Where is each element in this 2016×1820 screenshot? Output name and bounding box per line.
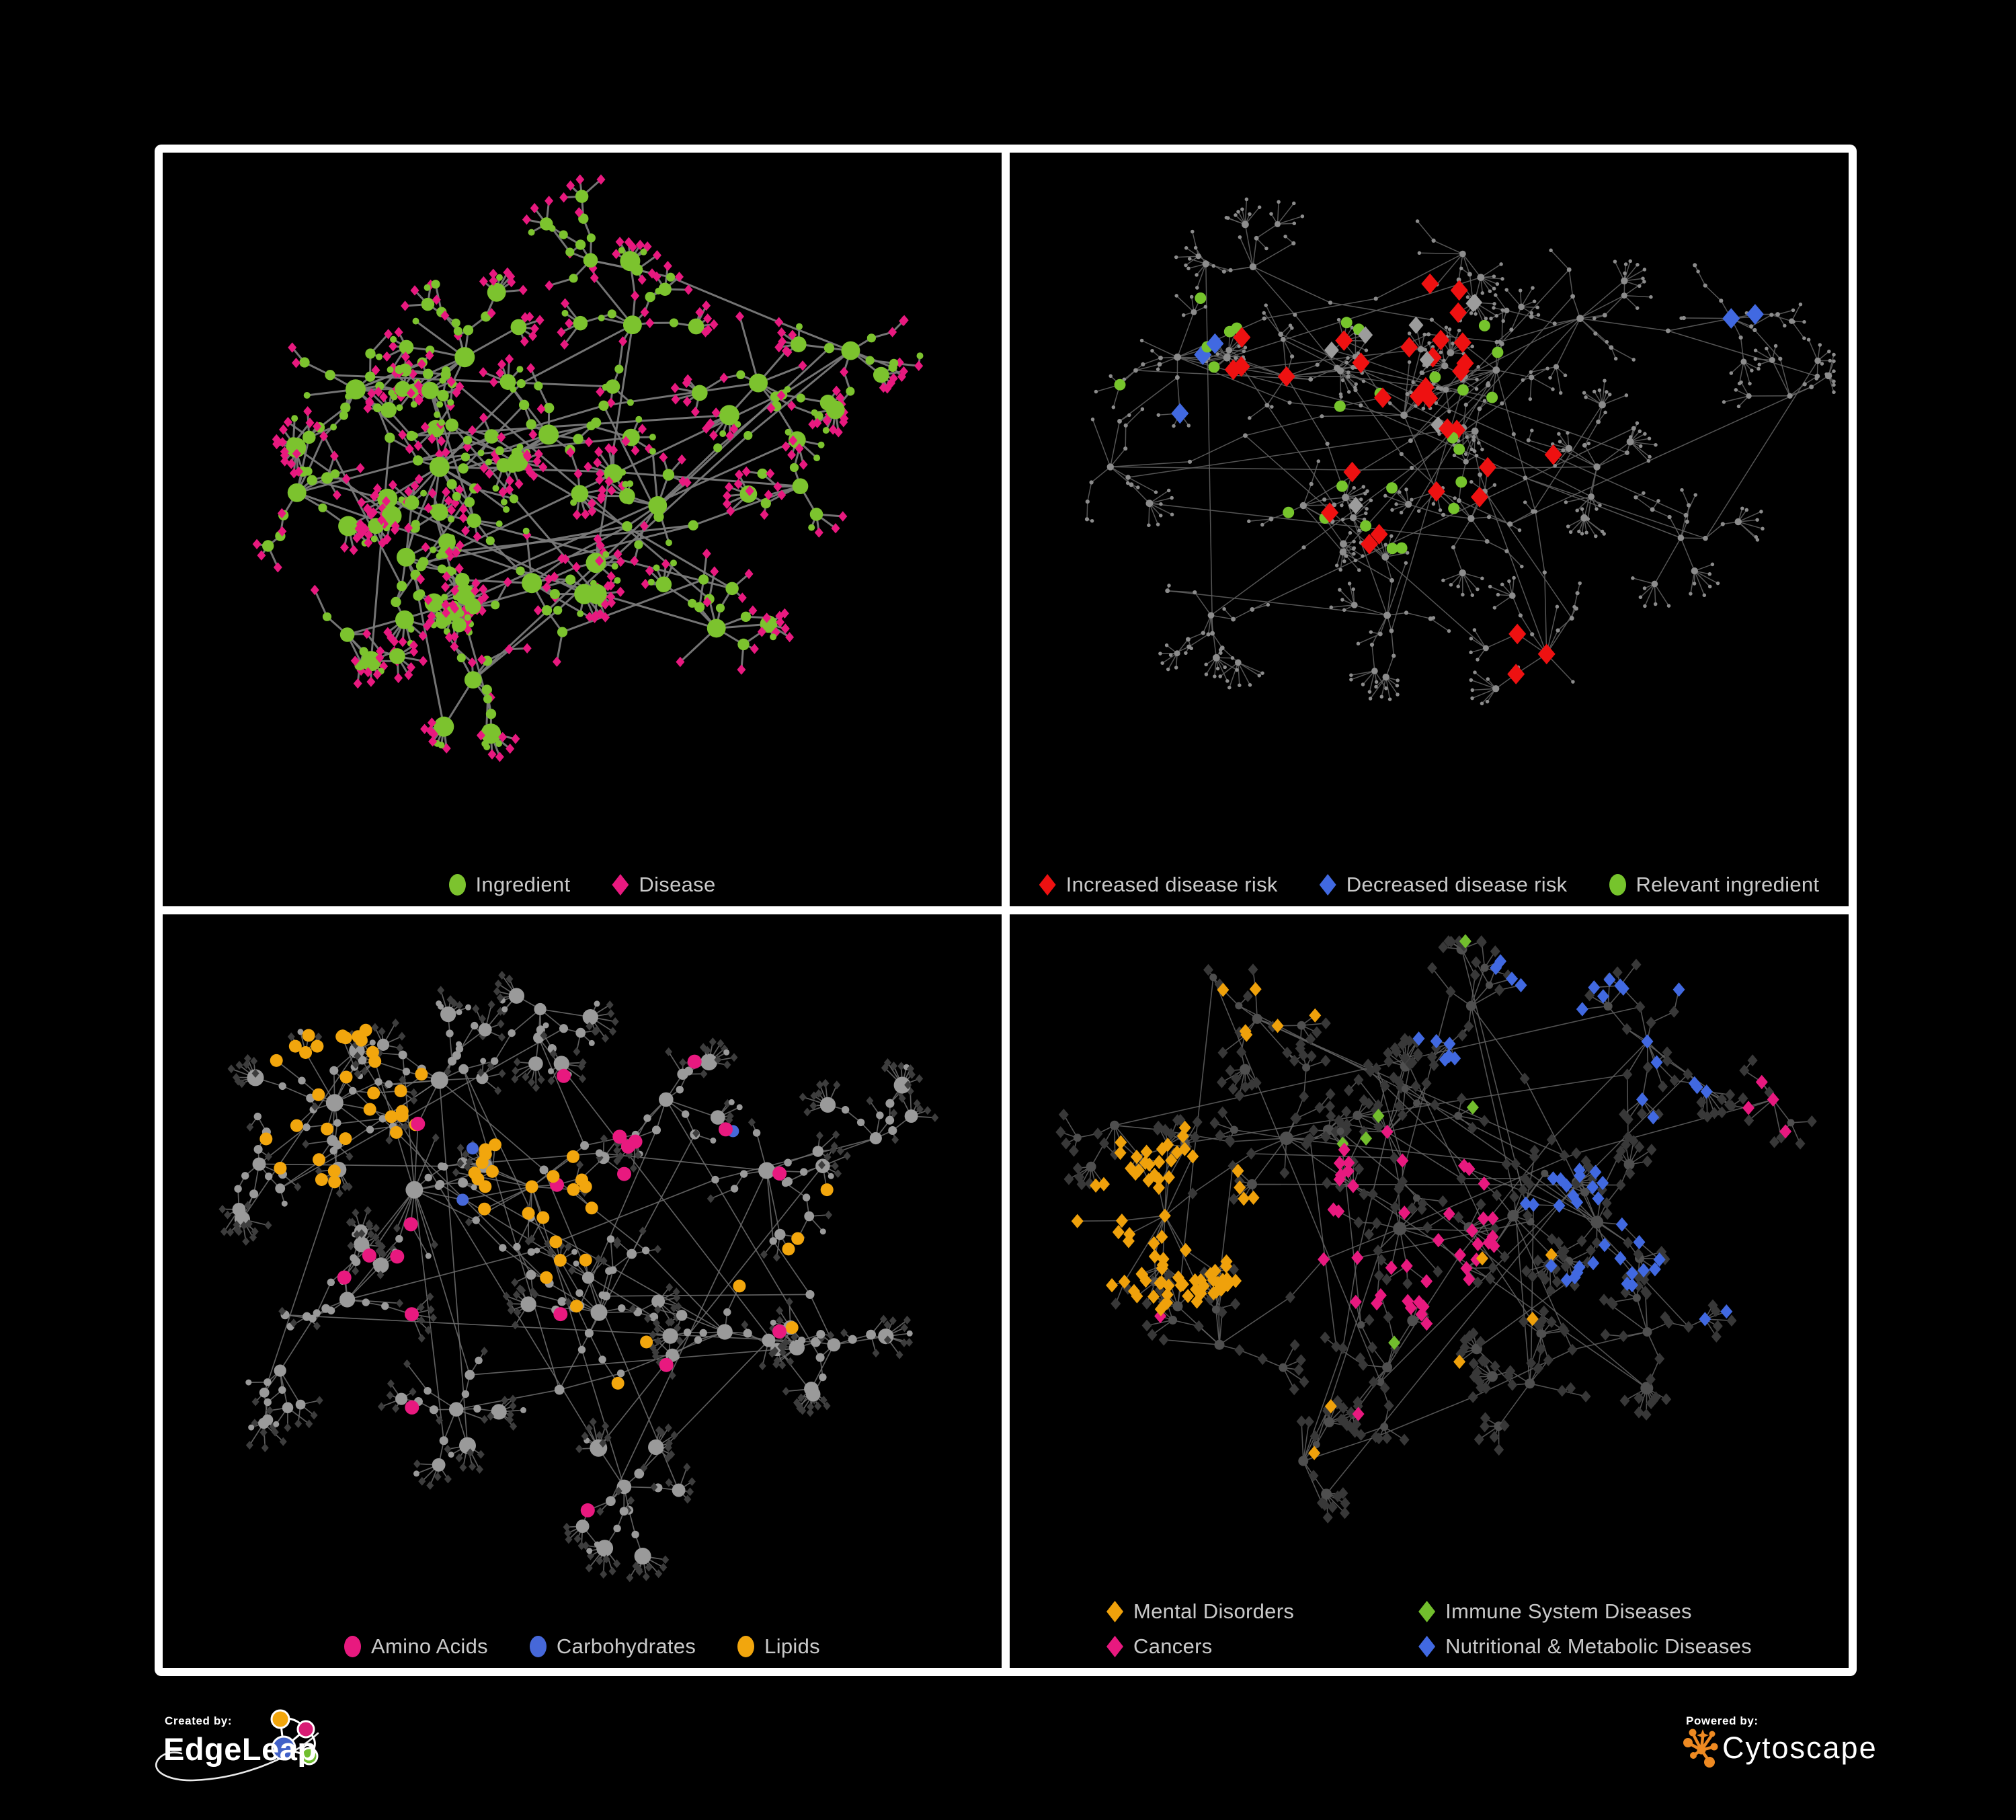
relevant-ingredient-swatch-icon <box>1609 874 1626 896</box>
legend-item-ingredient: Ingredient <box>448 873 571 897</box>
edgeleap-logo <box>155 1709 319 1782</box>
network-graph-macronutrients <box>218 971 939 1583</box>
carbohydrates-swatch-icon <box>529 1636 547 1657</box>
legend-ingredient-disease: Ingredient Disease <box>163 873 1002 897</box>
legend-item-increased-risk: Increased disease risk <box>1039 873 1278 897</box>
legend-disease-risk: Increased disease risk Decreased disease… <box>1010 873 1849 897</box>
edgeleap-orange-node-icon <box>270 1709 290 1729</box>
legend-label-carbohydrates: Carbohydrates <box>556 1634 696 1658</box>
decreased-risk-swatch-icon <box>1319 874 1336 896</box>
edgeleap-blue-node-icon <box>271 1735 296 1761</box>
network-graph-ingredient-disease <box>252 174 924 762</box>
legend-item-mental-disorders: Mental Disorders <box>1106 1599 1294 1624</box>
created-by-label: Created by: <box>165 1714 233 1727</box>
legend-item-relevant-ingredient: Relevant ingredient <box>1609 873 1820 897</box>
immune-diseases-swatch-icon <box>1418 1601 1436 1622</box>
legend-label-decreased-risk: Decreased disease risk <box>1346 873 1568 896</box>
legend-label-amino-acids: Amino Acids <box>371 1634 488 1658</box>
amino-acids-swatch-icon <box>344 1636 362 1657</box>
panel-macronutrients: Amino Acids Carbohydrates Lipids <box>163 914 1002 1668</box>
panel-ingredient-disease: Ingredient Disease <box>163 153 1002 906</box>
legend-label-cancers: Cancers <box>1133 1634 1213 1658</box>
legend-item-decreased-risk: Decreased disease risk <box>1319 873 1568 897</box>
legend-label-increased-risk: Increased disease risk <box>1065 873 1278 896</box>
legend-label-ingredient: Ingredient <box>475 873 571 896</box>
legend-item-amino-acids: Amino Acids <box>344 1634 488 1659</box>
legend-item-disease: Disease <box>612 873 715 897</box>
legend-label-disease: Disease <box>639 873 716 896</box>
powered-by-label: Powered by: <box>1686 1714 1759 1727</box>
edgeleap-green-node-icon <box>300 1747 319 1766</box>
lipids-swatch-icon <box>737 1636 755 1657</box>
cytoscape-logo-icon <box>1683 1729 1718 1768</box>
panel-grid: Ingredient Disease Increased disease ris… <box>155 145 1857 1676</box>
metabolic-diseases-swatch-icon <box>1418 1636 1436 1657</box>
legend-disease-categories: Mental Disorders Immune System Diseases … <box>1010 1599 1849 1659</box>
legend-label-mental-disorders: Mental Disorders <box>1133 1599 1295 1623</box>
panel-disease-risk: Increased disease risk Decreased disease… <box>1010 153 1849 906</box>
cancers-swatch-icon <box>1106 1636 1124 1657</box>
disease-swatch-icon <box>612 874 629 896</box>
network-graph-disease-risk <box>1084 197 1836 706</box>
edgeleap-pink-node-icon <box>296 1720 315 1739</box>
mental-disorders-swatch-icon <box>1106 1601 1124 1622</box>
cytoscape-logotype: Cytoscape <box>1722 1731 1878 1765</box>
ingredient-swatch-icon <box>448 874 466 896</box>
legend-macronutrients: Amino Acids Carbohydrates Lipids <box>163 1634 1002 1659</box>
panel-disease-categories: Mental Disorders Immune System Diseases … <box>1010 914 1849 1668</box>
legend-item-carbohydrates: Carbohydrates <box>529 1634 696 1659</box>
legend-item-immune-diseases: Immune System Diseases <box>1418 1599 1752 1624</box>
edgeleap-logotype: EdgeLeap <box>163 1731 317 1767</box>
legend-label-immune-diseases: Immune System Diseases <box>1445 1599 1692 1623</box>
legend-item-lipids: Lipids <box>737 1634 820 1659</box>
legend-label-metabolic-diseases: Nutritional & Metabolic Diseases <box>1445 1634 1752 1658</box>
legend-label-lipids: Lipids <box>764 1634 820 1658</box>
legend-label-relevant-ingredient: Relevant ingredient <box>1636 873 1820 896</box>
legend-item-metabolic-diseases: Nutritional & Metabolic Diseases <box>1418 1634 1752 1659</box>
increased-risk-swatch-icon <box>1039 874 1056 896</box>
network-graph-disease-categories <box>1055 934 1817 1524</box>
legend-item-cancers: Cancers <box>1106 1634 1294 1659</box>
